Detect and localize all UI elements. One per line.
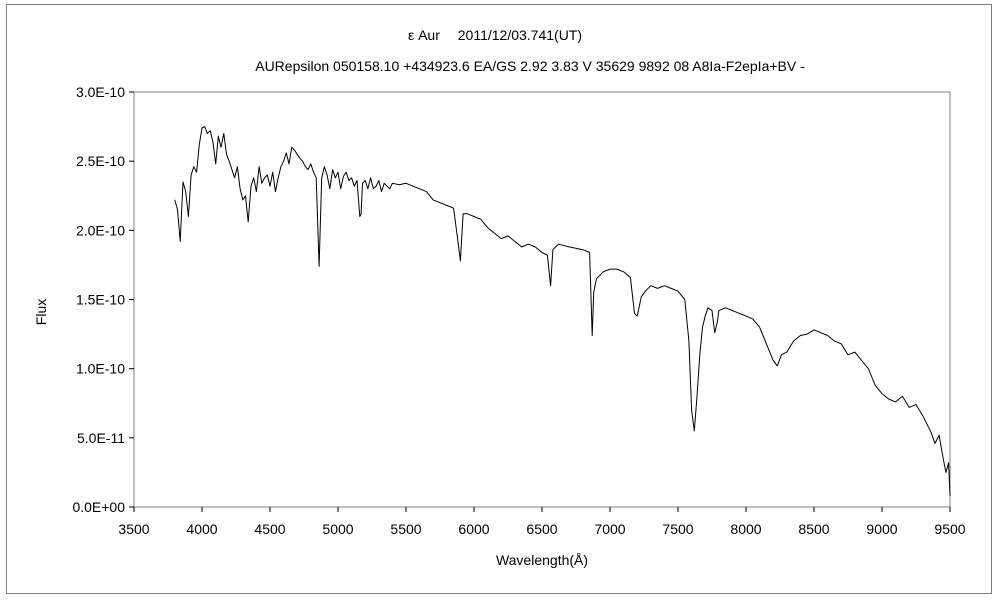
y-tick-label: 1.0E-10 bbox=[76, 361, 125, 377]
x-tick-label: 7000 bbox=[594, 521, 625, 537]
x-tick-label: 4500 bbox=[254, 521, 285, 537]
spectrum-line bbox=[174, 126, 951, 496]
x-tick-label: 6500 bbox=[526, 521, 557, 537]
y-tick-label: 5.0E-11 bbox=[77, 430, 125, 446]
x-axis-label: Wavelength(Å) bbox=[496, 552, 588, 568]
x-tick-label: 6000 bbox=[458, 521, 489, 537]
x-tick-label: 8500 bbox=[798, 521, 829, 537]
x-tick-label: 9000 bbox=[866, 521, 897, 537]
x-axis-ticks: 3500 4000 4500 5000 5500 6000 6500 7000 7500 8000… bbox=[118, 507, 966, 537]
y-tick-label: 3.0E-10 bbox=[76, 84, 125, 100]
x-tick-label: 4000 bbox=[186, 521, 217, 537]
x-tick-label: 5000 bbox=[322, 521, 353, 537]
y-axis-label: Flux bbox=[33, 299, 49, 325]
x-tick-label: 7500 bbox=[662, 521, 693, 537]
y-tick-label: 1.5E-10 bbox=[76, 292, 125, 308]
x-tick-label: 3500 bbox=[118, 521, 149, 537]
x-tick-label: 5500 bbox=[390, 521, 421, 537]
x-tick-label: 9500 bbox=[934, 521, 965, 537]
chart-title: ε Aur 2011/12/03.741(UT) bbox=[408, 27, 582, 43]
x-tick-label: 8000 bbox=[730, 521, 761, 537]
y-axis-ticks: 0.0E+00 5.0E-11 1.0E-10 1.5E-10 2.0E-10 2.5E-… bbox=[72, 84, 134, 515]
chart-subtitle: AURepsilon 050158.10 +434923.6 EA/GS 2.9… bbox=[255, 58, 805, 74]
y-tick-label: 0.0E+00 bbox=[72, 499, 125, 515]
y-tick-label: 2.0E-10 bbox=[76, 222, 125, 238]
y-tick-label: 2.5E-10 bbox=[76, 153, 125, 169]
plot-area bbox=[133, 91, 951, 508]
